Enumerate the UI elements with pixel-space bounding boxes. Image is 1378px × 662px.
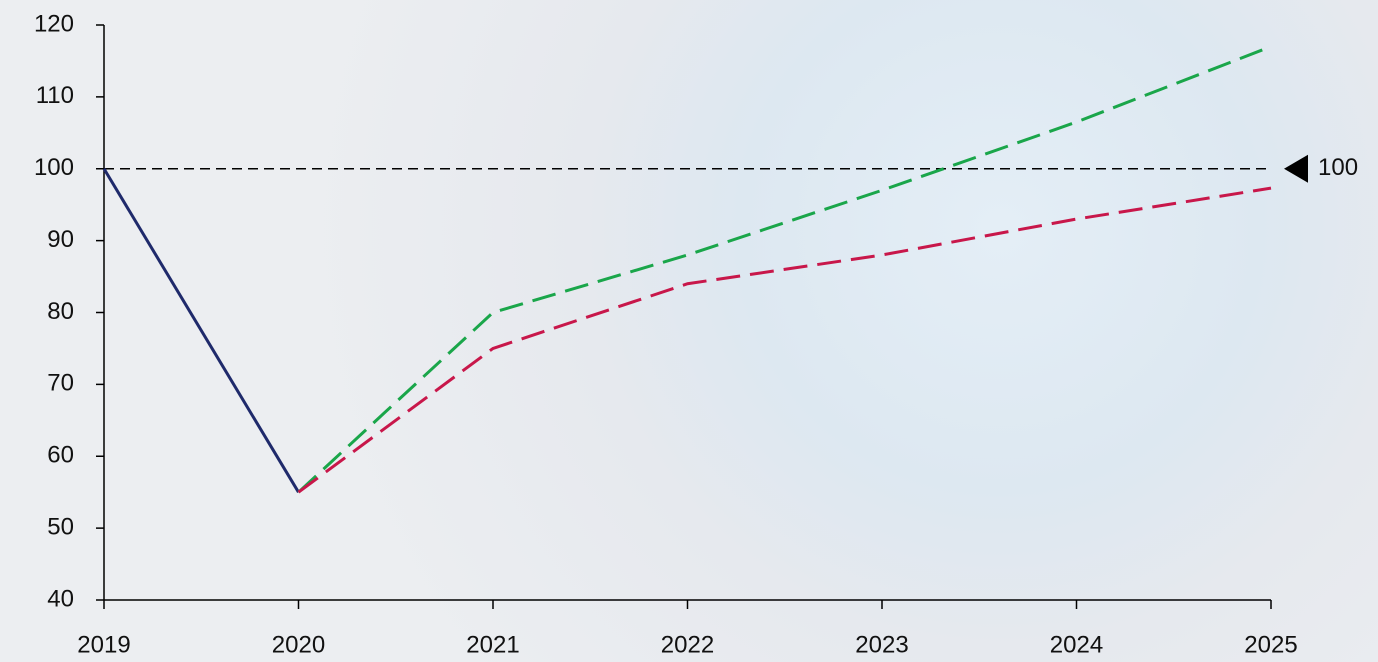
y-tick-label: 60: [47, 442, 74, 469]
x-tick-label: 2024: [1050, 631, 1103, 658]
x-tick-label: 2020: [272, 631, 325, 658]
y-tick-label: 100: [34, 154, 74, 181]
x-tick-label: 2022: [661, 631, 714, 658]
x-tick-label: 2021: [466, 631, 519, 658]
series-line: [297, 186, 1272, 494]
series-line: [102, 167, 300, 493]
y-tick-label: 40: [47, 585, 74, 612]
x-tick-label: 2025: [1244, 631, 1297, 658]
y-tick-label: 110: [36, 82, 74, 109]
x-tick-label: 2019: [77, 631, 130, 658]
y-tick-label: 50: [47, 513, 74, 540]
reference-label: 100: [1318, 154, 1358, 181]
reference-marker: [1284, 154, 1308, 183]
series-line: [297, 45, 1272, 494]
x-tick-label: 2023: [855, 631, 908, 658]
y-tick-label: 120: [34, 10, 74, 37]
y-tick-label: 80: [47, 298, 74, 325]
y-tick-label: 70: [47, 370, 74, 397]
y-tick-label: 90: [47, 226, 74, 253]
